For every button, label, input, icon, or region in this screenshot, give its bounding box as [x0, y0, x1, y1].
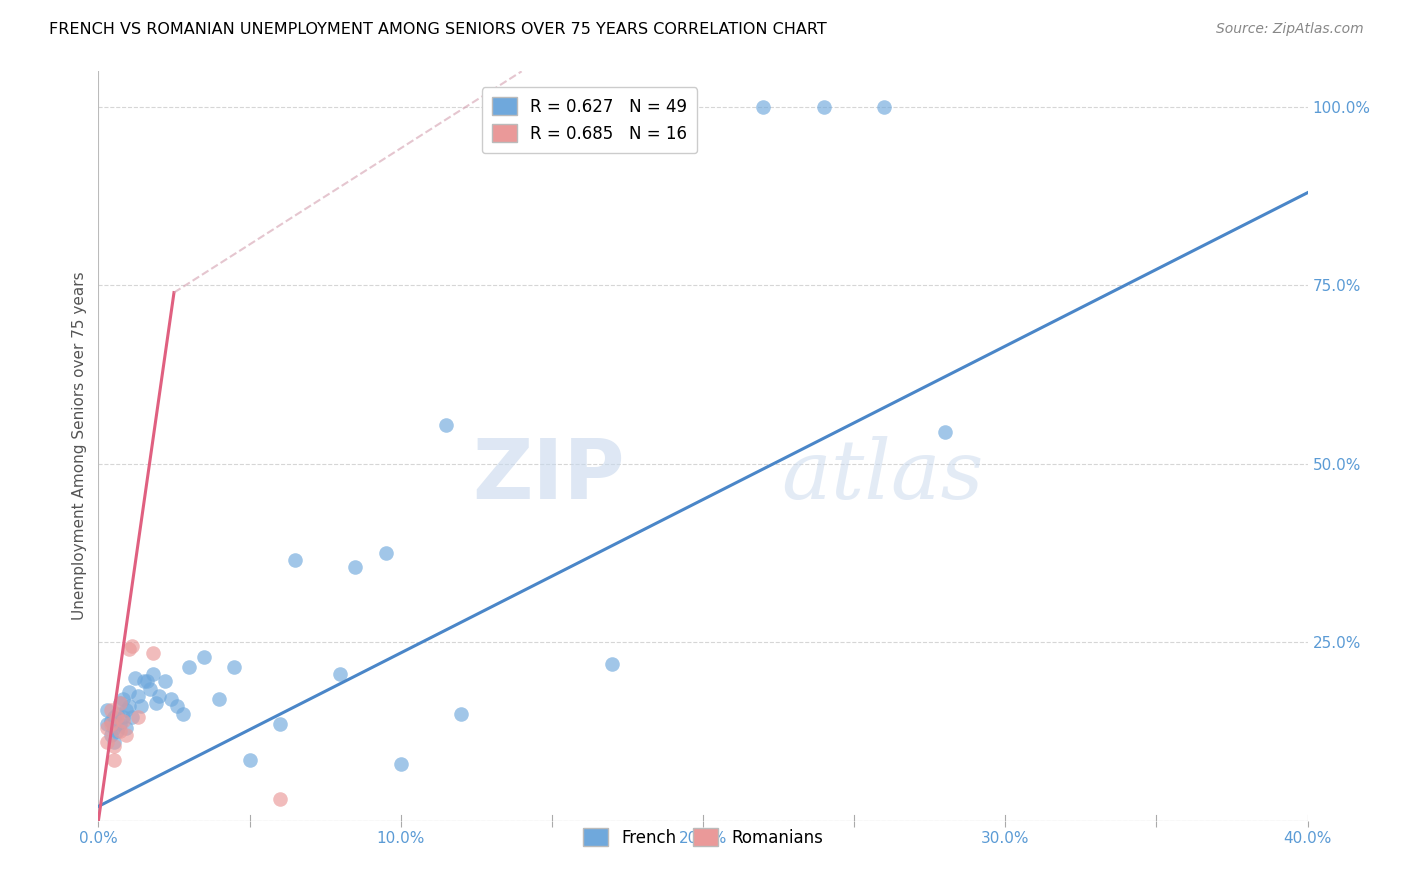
Point — [108, 696, 131, 710]
Point — [96, 717, 118, 731]
Point — [96, 703, 118, 717]
Point — [114, 703, 136, 717]
Point — [127, 710, 149, 724]
Point — [114, 721, 136, 735]
Point — [108, 696, 131, 710]
Point — [111, 714, 134, 728]
Point — [434, 417, 457, 432]
Point — [103, 739, 125, 753]
Point — [934, 425, 956, 439]
Point — [142, 667, 165, 681]
Point — [100, 728, 122, 742]
Text: atlas: atlas — [782, 436, 984, 516]
Point — [873, 100, 896, 114]
Point — [124, 671, 146, 685]
Point — [103, 735, 125, 749]
Point — [100, 703, 122, 717]
Legend: French, Romanians: French, Romanians — [576, 822, 830, 854]
Point — [111, 710, 134, 724]
Point — [145, 696, 167, 710]
Point — [103, 710, 125, 724]
Point — [135, 674, 157, 689]
Point — [121, 639, 143, 653]
Point — [114, 728, 136, 742]
Point — [118, 685, 141, 699]
Point — [111, 692, 134, 706]
Point — [132, 674, 155, 689]
Point — [108, 724, 131, 739]
Point — [100, 717, 122, 731]
Point — [374, 546, 396, 560]
Point — [103, 721, 125, 735]
Point — [344, 560, 367, 574]
Point — [108, 717, 131, 731]
Point — [179, 660, 201, 674]
Text: Source: ZipAtlas.com: Source: ZipAtlas.com — [1216, 22, 1364, 37]
Point — [96, 735, 118, 749]
Point — [224, 660, 246, 674]
Point — [239, 753, 262, 767]
Point — [148, 689, 170, 703]
Point — [329, 667, 352, 681]
Point — [118, 642, 141, 657]
Point — [813, 100, 835, 114]
Text: FRENCH VS ROMANIAN UNEMPLOYMENT AMONG SENIORS OVER 75 YEARS CORRELATION CHART: FRENCH VS ROMANIAN UNEMPLOYMENT AMONG SE… — [49, 22, 827, 37]
Point — [389, 756, 412, 771]
Point — [142, 646, 165, 660]
Point — [602, 657, 624, 671]
Point — [118, 699, 141, 714]
Point — [105, 706, 128, 721]
Point — [100, 714, 122, 728]
Text: ZIP: ZIP — [472, 435, 624, 516]
Point — [96, 721, 118, 735]
Point — [193, 649, 215, 664]
Point — [129, 699, 152, 714]
Point — [284, 553, 307, 567]
Point — [139, 681, 162, 696]
Point — [103, 753, 125, 767]
Point — [450, 706, 472, 721]
Point — [752, 100, 775, 114]
Point — [105, 710, 128, 724]
Point — [166, 699, 188, 714]
Point — [121, 710, 143, 724]
Point — [105, 724, 128, 739]
Point — [160, 692, 183, 706]
Point — [269, 792, 291, 806]
Point — [172, 706, 194, 721]
Point — [269, 717, 291, 731]
Point — [153, 674, 176, 689]
Y-axis label: Unemployment Among Seniors over 75 years: Unemployment Among Seniors over 75 years — [72, 272, 87, 620]
Point — [208, 692, 231, 706]
Point — [127, 689, 149, 703]
